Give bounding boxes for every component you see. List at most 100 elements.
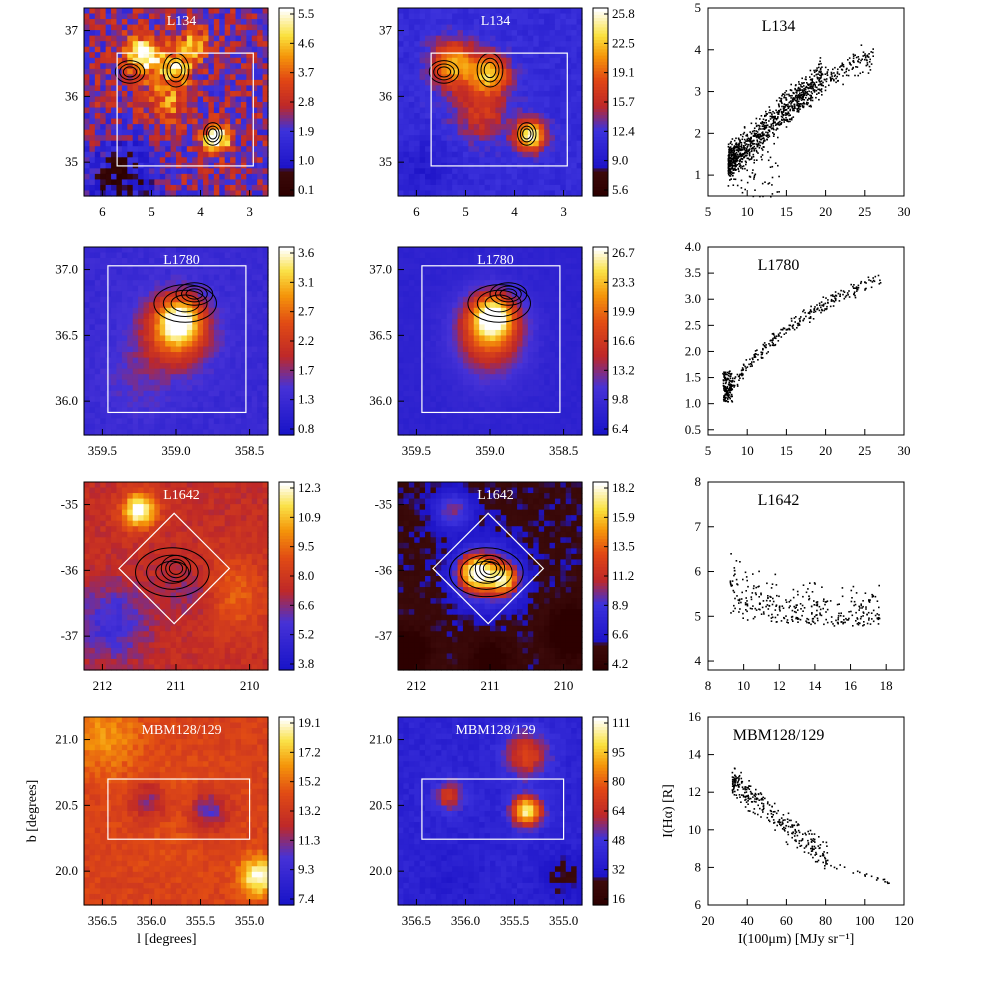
heatmap-cell — [192, 57, 199, 64]
heatmap-cell — [549, 140, 556, 147]
heatmap-cell — [246, 335, 253, 342]
heatmap-cell — [576, 19, 583, 26]
heatmap-cell — [213, 30, 220, 37]
region-box — [116, 52, 254, 167]
heatmap-cell — [127, 85, 134, 92]
heatmap-cell — [154, 79, 161, 87]
heatmap-cell — [186, 184, 193, 192]
heatmap-cell — [165, 57, 172, 64]
heatmap-cell — [576, 107, 583, 114]
heatmap-cell — [251, 19, 258, 26]
heatmap-cell — [251, 90, 258, 98]
heatmap-cell — [533, 157, 540, 164]
heatmap-cell — [262, 90, 269, 98]
heatmap-cell — [94, 285, 101, 292]
heatmap-cell — [127, 269, 134, 276]
heatmap-cell — [105, 418, 112, 425]
heatmap-cell — [94, 74, 101, 81]
heatmap-cell — [230, 19, 237, 26]
heatmap-cell — [143, 151, 150, 158]
heatmap-cell — [186, 324, 193, 331]
heatmap-cell — [468, 30, 475, 37]
heatmap-cell — [154, 324, 161, 331]
colorbar-segment — [279, 294, 294, 298]
scatter-point — [808, 90, 810, 93]
heatmap-cell — [148, 385, 155, 392]
scatter-point — [731, 157, 733, 159]
scatter-point — [743, 126, 746, 128]
heatmap-cell — [111, 184, 118, 192]
heatmap-cell — [186, 30, 193, 37]
scatter-point — [819, 77, 822, 80]
heatmap-cell — [176, 157, 183, 164]
scatter-point — [811, 79, 813, 82]
heatmap-cell — [408, 140, 415, 147]
heatmap-cell — [430, 179, 437, 186]
heatmap-cell — [197, 318, 204, 326]
heatmap-cell — [213, 146, 220, 153]
heatmap-cell — [527, 102, 534, 109]
scatter-point — [799, 87, 801, 90]
heatmap-cell — [219, 307, 226, 314]
heatmap-cell — [148, 418, 155, 425]
scatter-point — [728, 146, 731, 149]
heatmap-cell — [94, 374, 101, 381]
heatmap-cell — [219, 179, 226, 186]
heatmap-cell — [425, 74, 432, 81]
scatter-point — [819, 74, 821, 76]
heatmap-cell — [165, 113, 172, 120]
scatter-point — [732, 168, 735, 170]
heatmap-cell — [246, 46, 253, 53]
scatter-point — [810, 97, 812, 100]
heatmap-cell — [176, 129, 183, 136]
colorbar-segment — [279, 61, 294, 65]
heatmap-cell — [479, 146, 486, 153]
heatmap-cell — [170, 285, 177, 292]
heatmap-cell — [197, 129, 204, 136]
heatmap-cell — [148, 341, 155, 348]
heatmap-cell — [235, 46, 242, 53]
heatmap-cell — [430, 8, 437, 15]
scatter-point — [759, 133, 762, 136]
scatter-point — [796, 109, 799, 111]
plot-frame — [83, 7, 269, 197]
scatter-point — [789, 109, 791, 112]
heatmap-cell — [527, 85, 534, 92]
scatter-point — [773, 112, 776, 114]
heatmap-cell — [197, 74, 204, 81]
heatmap-cell — [490, 52, 497, 59]
scatter-point — [781, 102, 783, 105]
heatmap-cell — [224, 313, 231, 320]
heatmap-cell — [127, 280, 134, 287]
scatter-point — [760, 141, 762, 144]
heatmap-cell — [257, 335, 264, 342]
heatmap-cell — [100, 63, 107, 70]
heatmap-cell — [84, 63, 91, 70]
heatmap-cell — [148, 157, 155, 164]
scatter-point — [818, 80, 821, 83]
heatmap-cell — [94, 258, 101, 265]
heatmap-cell — [398, 118, 405, 125]
colorbar-segment — [279, 334, 294, 339]
heatmap-cell — [84, 162, 91, 169]
heatmap-cell — [116, 118, 123, 125]
heatmap-cell — [176, 135, 183, 142]
heatmap-cell — [181, 151, 188, 158]
heatmap-cell — [192, 179, 199, 186]
heatmap-cell — [235, 418, 242, 425]
heatmap-cell — [425, 157, 432, 164]
heatmap-cell — [138, 63, 145, 70]
heatmap-cell — [452, 247, 459, 254]
heatmap-cell — [84, 41, 91, 48]
colorbar-segment — [279, 133, 294, 138]
heatmap-cell — [533, 190, 540, 197]
heatmap-cell — [544, 85, 551, 92]
heatmap-cell — [251, 363, 258, 370]
heatmap-cell — [213, 113, 220, 120]
scatter-point — [755, 130, 758, 132]
scatter-point — [807, 87, 810, 90]
colorbar-segment — [593, 58, 608, 62]
scatter-point — [755, 136, 758, 138]
heatmap-cell — [468, 13, 475, 20]
